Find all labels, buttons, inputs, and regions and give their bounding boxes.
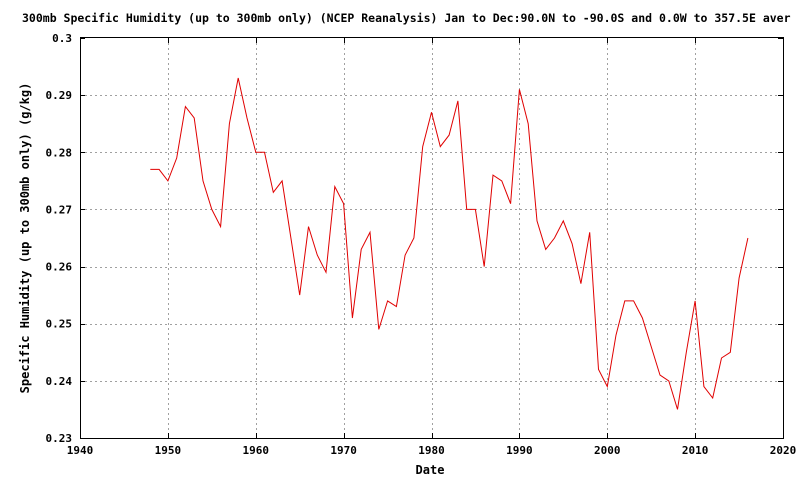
plot-frame <box>80 37 784 439</box>
x-tick-label: 2000 <box>594 444 621 457</box>
y-tick-label: 0.28 <box>46 146 73 159</box>
y-tick-label: 0.23 <box>46 432 73 445</box>
x-tick-label: 1950 <box>155 444 182 457</box>
axis-ticks: 1940 1950 1960 1970 1980 1990 2000 2010 2020 0.23… <box>46 32 797 457</box>
x-axis-label: Date <box>416 463 445 477</box>
y-tick-label: 0.26 <box>46 261 73 274</box>
x-tick-label: 1940 <box>67 444 94 457</box>
y-tick-label: 0.29 <box>46 89 73 102</box>
chart-title: 300mb Specific Humidity (up to 300mb onl… <box>22 11 791 25</box>
x-tick-label: 2010 <box>682 444 709 457</box>
y-tick-label: 0.24 <box>46 375 73 388</box>
series-line <box>150 77 749 410</box>
y-axis-label: Specific Humidity (up to 300mb only) (g/… <box>18 83 32 394</box>
x-tick-label: 1960 <box>243 444 270 457</box>
x-tick-label: 1970 <box>330 444 357 457</box>
y-tick-label: 0.3 <box>52 32 72 45</box>
y-tick-label: 0.25 <box>46 318 73 331</box>
x-tick-label: 2020 <box>770 444 797 457</box>
y-tick-label: 0.27 <box>46 203 73 216</box>
x-tick-label: 1990 <box>506 444 533 457</box>
x-tick-label: 1980 <box>418 444 445 457</box>
grid-lines <box>80 38 783 438</box>
